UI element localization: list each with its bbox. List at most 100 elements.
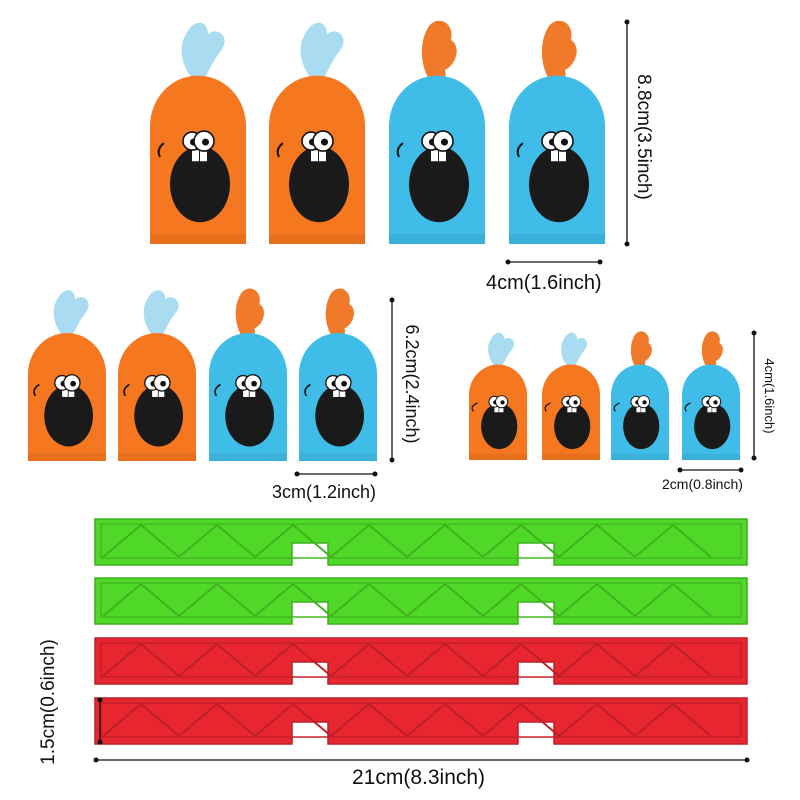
mouth: [315, 384, 364, 447]
mouth: [694, 403, 731, 450]
tooth: [559, 150, 566, 162]
orange-figure[interactable]: [542, 332, 600, 460]
mouth: [481, 403, 518, 450]
green-track-bar[interactable]: [94, 518, 748, 566]
orange-figure[interactable]: [468, 332, 527, 460]
figures-layer: [28, 20, 740, 461]
orange-figure[interactable]: [269, 22, 365, 244]
pupil: [642, 400, 647, 405]
medium-figure-group: [28, 288, 377, 461]
figure-hand: [613, 402, 620, 412]
bar-frame: [100, 582, 742, 618]
bar-frame: [100, 523, 742, 559]
feather: [325, 288, 354, 342]
pupil: [321, 138, 328, 146]
figure-rim: [269, 234, 365, 244]
feather: [300, 22, 344, 86]
orange-figure[interactable]: [118, 290, 196, 461]
large-width-line-end: [505, 259, 511, 265]
figure-rim: [28, 452, 106, 461]
blue-figure[interactable]: [509, 20, 605, 244]
figure-hand: [276, 142, 284, 158]
figure-hand: [544, 402, 551, 412]
orange-figure[interactable]: [28, 290, 106, 461]
small-width-line-end: [738, 467, 744, 473]
red-track-bar[interactable]: [94, 637, 748, 685]
large-height-line-end: [624, 241, 630, 247]
pupil: [341, 380, 347, 387]
tooth: [494, 405, 499, 413]
figure-rim: [509, 234, 605, 244]
large-height-label: 8.8cm(3.5inch): [633, 74, 654, 200]
feather: [488, 332, 515, 371]
pupil: [441, 138, 448, 146]
large-height-line-end: [624, 19, 630, 25]
figure-hand: [304, 383, 311, 397]
figure-rim: [682, 453, 740, 460]
pupil: [573, 400, 578, 405]
blue-figure[interactable]: [299, 288, 377, 461]
mouth: [409, 146, 469, 223]
red-track-bar[interactable]: [94, 697, 748, 745]
tooth: [62, 388, 68, 397]
tooth: [319, 150, 326, 162]
orange-figure[interactable]: [150, 22, 246, 244]
mouth: [623, 403, 660, 450]
tooth: [712, 405, 717, 413]
feather: [181, 22, 225, 86]
blue-figure[interactable]: [611, 331, 669, 460]
tooth: [243, 388, 249, 397]
feather: [53, 290, 89, 342]
medium-width-line-end: [372, 471, 378, 477]
figure-rim: [299, 452, 377, 461]
blue-figure[interactable]: [682, 331, 740, 460]
bar-length-line-end: [93, 757, 99, 763]
small-width-line-end: [677, 467, 683, 473]
dimension-lines: [93, 19, 757, 763]
blue-figure[interactable]: [389, 20, 485, 244]
pupil: [202, 138, 209, 146]
pupil: [251, 380, 257, 387]
small-figure-group: [468, 331, 740, 460]
bar-zigzag: [102, 582, 712, 618]
tooth: [152, 388, 158, 397]
large-width-line-end: [597, 259, 603, 265]
medium-height-line-end: [389, 457, 395, 463]
tooth: [68, 388, 75, 397]
bars-layer: [94, 518, 748, 745]
feather: [421, 20, 457, 86]
bar-frame: [100, 702, 742, 738]
green-track-bar[interactable]: [94, 577, 748, 625]
small-width-label: 2cm(0.8inch): [662, 476, 743, 492]
figure-rim: [469, 453, 527, 460]
large-figure-group: [150, 20, 605, 244]
mouth: [529, 146, 589, 223]
feather: [143, 290, 179, 342]
bar-length-line-end: [744, 757, 750, 763]
bar-height-label: 1.5cm(0.6inch): [38, 639, 59, 765]
tooth: [707, 405, 712, 413]
feather: [561, 332, 588, 371]
tooth: [192, 150, 199, 162]
figure-hand: [33, 383, 40, 397]
bar-frame: [100, 642, 742, 678]
figure-rim: [118, 452, 196, 461]
figure-hand: [123, 383, 130, 397]
small-height-line-end: [751, 330, 757, 336]
tooth: [249, 388, 256, 397]
tooth: [431, 150, 438, 162]
bar-height-line-end: [97, 697, 103, 703]
pupil: [160, 380, 166, 387]
blue-figure[interactable]: [209, 288, 287, 461]
tooth: [200, 150, 207, 162]
medium-width-line-end: [294, 471, 300, 477]
figure-rim: [542, 453, 600, 460]
figure-hand: [516, 142, 524, 158]
tooth: [641, 405, 646, 413]
tooth: [158, 388, 165, 397]
feather: [630, 331, 652, 371]
bar-height-line-end: [97, 739, 103, 745]
figure-rim: [611, 453, 669, 460]
figure-rim: [150, 234, 246, 244]
